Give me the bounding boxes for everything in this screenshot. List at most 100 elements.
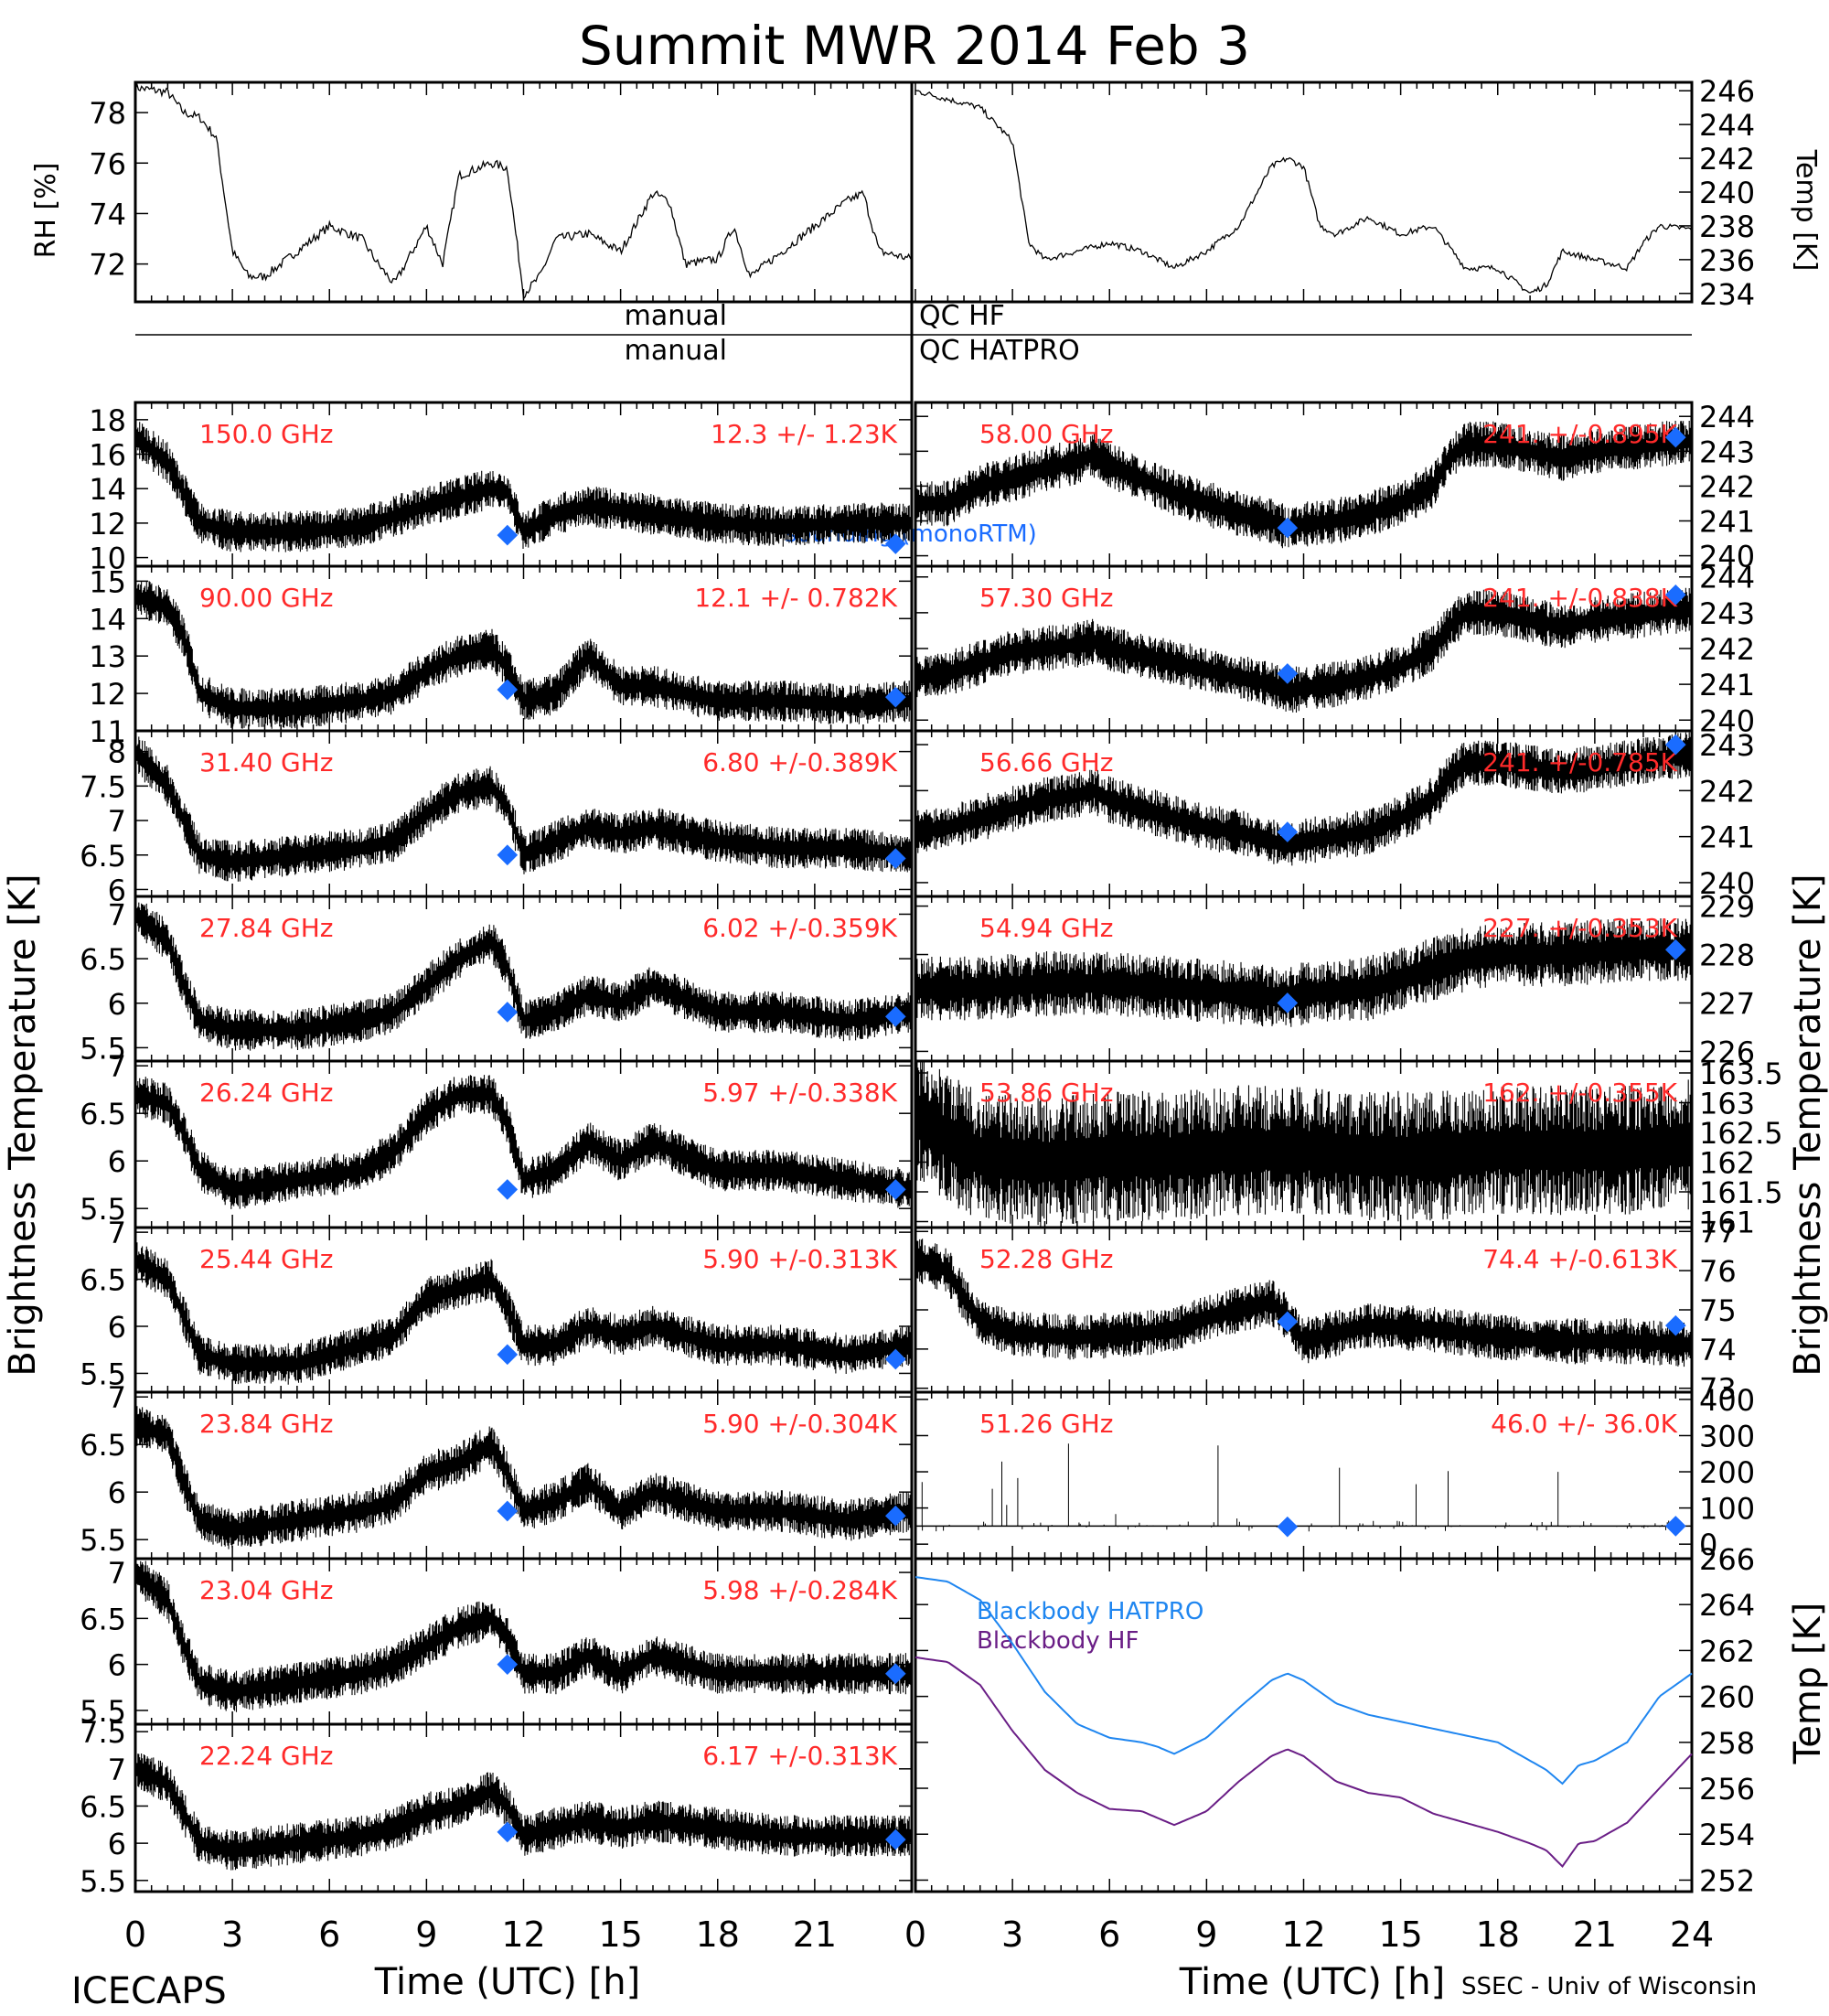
right-panel-0-y-tick-label: 244 — [1699, 400, 1755, 434]
left-panel-2-y-tick-label: 7 — [108, 804, 126, 839]
blackbody-panel-y-tick-label: 258 — [1699, 1726, 1755, 1761]
left-panel-0-y-tick-label: 14 — [89, 472, 126, 507]
left-panel-8-data-series — [134, 1749, 913, 1871]
temp-y-tick-label: 240 — [1699, 176, 1755, 210]
x-tick-label-right: 6 — [1098, 1914, 1120, 1955]
left-panel-2-y-tick-label: 7.5 — [80, 769, 126, 804]
left-panel-8-sounding-marker — [884, 1828, 906, 1850]
right-panel-6-stats-label: 46.0 +/- 36.0K — [1491, 1409, 1677, 1439]
right-panel-0-y-tick-label: 240 — [1699, 540, 1755, 574]
right-panel-5-data-series — [914, 1239, 1693, 1367]
legend-blackbody-hatpro: Blackbody HATPRO — [977, 1598, 1203, 1625]
left-panel-6-stats-label: 5.90 +/-0.304K — [702, 1409, 897, 1439]
right-panel-2-y-tick-label: 243 — [1699, 728, 1755, 763]
left-panel-6-sounding-marker — [497, 1500, 519, 1522]
left-panel-4-y-tick-label: 5.5 — [80, 1192, 126, 1227]
left-panel-3-data-series — [134, 898, 913, 1051]
left-panel-7-y-tick-label: 7 — [108, 1556, 126, 1591]
left-panel-2-data-series — [134, 736, 913, 882]
left-panel-4-stats-label: 5.97 +/-0.338K — [702, 1078, 897, 1108]
temp-y-tick-label: 234 — [1699, 277, 1755, 312]
right-panel-6-y-tick-label: 0 — [1699, 1528, 1717, 1562]
x-tick-label-right: 21 — [1573, 1914, 1617, 1955]
left-panel-2-sounding-marker — [497, 844, 519, 866]
right-panel-0-y-tick-label: 242 — [1699, 469, 1755, 504]
left-panel-0-y-tick-label: 16 — [89, 438, 126, 473]
right-panel-3-stats-label: 227. +/-0.353K — [1482, 913, 1677, 943]
right-panel-0-y-tick-label: 243 — [1699, 434, 1755, 469]
left-panel-0-sounding-marker — [497, 524, 519, 546]
right-panel-1-stats-label: 241. +/-0.838K — [1482, 583, 1677, 613]
blackbody-panel-y-tick-label: 266 — [1699, 1542, 1755, 1577]
left-panel-4-data-series — [134, 1074, 913, 1210]
top-panel-frame — [134, 80, 1694, 304]
left-panel-7-stats-label: 5.98 +/-0.284K — [702, 1575, 897, 1605]
right-panel-5-sounding-marker — [1664, 1314, 1686, 1336]
left-panel-5-data-series — [134, 1242, 913, 1385]
right-panel-0-stats-label: 241. +/-0.895K — [1482, 419, 1677, 449]
left-panel-2-y-tick-label: 6.5 — [80, 839, 126, 874]
right-panel-1-y-tick-label: 243 — [1699, 596, 1755, 631]
chart-title: Summit MWR 2014 Feb 3 — [579, 15, 1250, 77]
temp-axis-label-top: Temp [K] — [1790, 149, 1822, 272]
left-panel-4-y-tick-label: 7 — [108, 1049, 126, 1084]
right-panel-1-sounding-marker — [1277, 663, 1299, 684]
left-panel-3-y-tick-label: 7 — [108, 897, 126, 932]
left-panel-6-frequency-label: 23.84 GHz — [199, 1409, 334, 1439]
x-tick-label-left: 12 — [501, 1914, 545, 1955]
temp-y-tick-label: 244 — [1699, 108, 1755, 143]
left-panel-4-y-tick-label: 6.5 — [80, 1097, 126, 1131]
x-tick-label-left: 15 — [598, 1914, 642, 1955]
left-panel-2-stats-label: 6.80 +/-0.389K — [702, 747, 897, 777]
left-panel-0-y-tick-label: 12 — [89, 507, 126, 542]
rh-y-tick-label: 78 — [89, 96, 126, 131]
right-panel-1-y-tick-label: 241 — [1699, 668, 1755, 702]
left-panel-6-y-tick-label: 7 — [108, 1380, 126, 1415]
left-panel-2-y-tick-label: 8 — [108, 735, 126, 770]
left-panel-0-sounding-marker — [884, 533, 906, 554]
right-panel-4-y-tick-label: 161 — [1699, 1206, 1755, 1240]
right-panel-3-data-series — [914, 917, 1693, 1027]
right-panel-5-frequency-label: 52.28 GHz — [979, 1244, 1114, 1274]
blackbody-panel-y-tick-label: 260 — [1699, 1680, 1755, 1715]
right-panel-1-y-tick-label: 242 — [1699, 632, 1755, 667]
right-panel-3-sounding-marker — [1277, 992, 1299, 1013]
x-axis-label-right: Time (UTC) [h] — [1179, 1961, 1445, 2003]
rh-axis-label: RH [%] — [30, 163, 62, 259]
right-panel-2-y-tick-label: 242 — [1699, 774, 1755, 809]
left-panel-6-y-tick-label: 5.5 — [80, 1523, 126, 1558]
right-panel-5-sounding-marker — [1277, 1311, 1299, 1333]
left-panel-7-y-tick-label: 6.5 — [80, 1602, 126, 1636]
right-panel-2-y-tick-label: 240 — [1699, 866, 1755, 901]
right-panel-6-frequency-label: 51.26 GHz — [979, 1409, 1114, 1439]
right-panel-1-sounding-marker — [1664, 584, 1686, 606]
x-tick-label-right: 9 — [1195, 1914, 1217, 1955]
left-panel-1-stats-label: 12.1 +/- 0.782K — [694, 583, 897, 613]
brightness-temperature-left-label: Brightness Temperature [K] — [2, 874, 44, 1376]
left-panel-3-y-tick-label: 5.5 — [80, 1031, 126, 1066]
right-panel-6-spikes — [914, 1443, 1690, 1532]
blackbody-hf-series — [914, 1656, 1693, 1868]
right-panel-6-y-tick-label: 400 — [1699, 1383, 1755, 1418]
right-panel-5-y-tick-label: 77 — [1699, 1215, 1737, 1249]
left-panel-7-sounding-marker — [884, 1663, 906, 1685]
right-panel-3-frequency-label: 54.94 GHz — [979, 913, 1114, 943]
right-panel-4-y-tick-label: 162.5 — [1699, 1116, 1783, 1151]
temp-series — [914, 89, 1693, 294]
x-tick-label-right: 0 — [904, 1914, 926, 1955]
left-panel-4-sounding-marker — [884, 1179, 906, 1200]
right-panel-3-y-tick-label: 226 — [1699, 1035, 1755, 1069]
left-panel-3-stats-label: 6.02 +/-0.359K — [702, 913, 897, 943]
left-panel-7-data-series — [134, 1560, 913, 1712]
left-panel-1-y-tick-label: 13 — [89, 639, 126, 674]
x-tick-label-left: 6 — [318, 1914, 340, 1955]
brightness-temperature-right-label: Brightness Temperature [K] — [1787, 874, 1829, 1376]
left-panel-2-y-tick-label: 6 — [108, 873, 126, 907]
left-panel-0-data-series — [134, 418, 913, 552]
rh-y-tick-label: 72 — [89, 248, 126, 283]
right-panel-0-y-tick-label: 241 — [1699, 504, 1755, 539]
right-panel-6-sounding-marker — [1664, 1516, 1686, 1537]
left-panel-7-y-tick-label: 5.5 — [80, 1694, 126, 1729]
right-panel-4-data-series — [914, 1061, 1693, 1227]
